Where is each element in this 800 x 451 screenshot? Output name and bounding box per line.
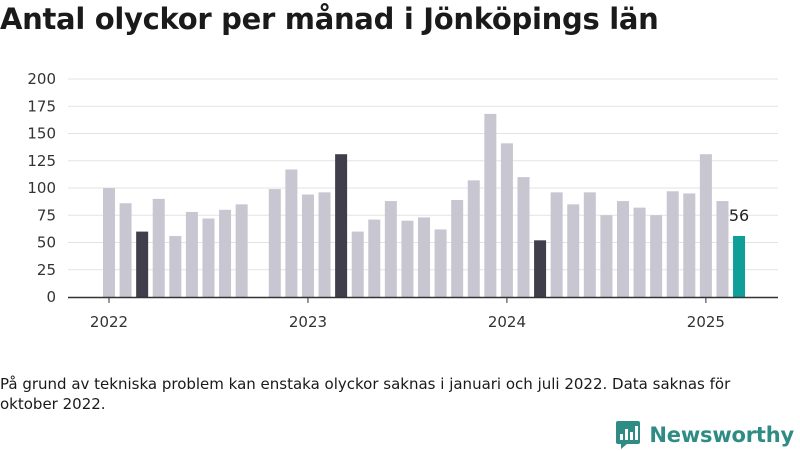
y-tick-label: 100 [27,179,56,197]
y-tick-label: 150 [27,125,56,143]
bar-2024-05 [567,204,580,297]
bar-2022-03 [136,231,149,297]
newsworthy-logo[interactable]: Newsworthy [615,419,794,451]
bar-2023-01 [301,194,314,297]
bar-2023-11 [467,180,480,297]
data-labels: 56 [729,206,749,225]
bar-2024-03 [534,240,547,297]
latest-value-label: 56 [729,206,749,225]
bar-2024-09 [633,207,646,297]
y-tick-label: 125 [27,152,56,170]
footnote: På grund av tekniska problem kan enstaka… [0,375,731,413]
bar-2022-05 [169,235,182,297]
bar-2022-04 [152,198,165,297]
bar-2023-08 [418,217,431,297]
bar-2024-01 [500,143,513,297]
bar-2025-01 [699,154,712,297]
bar-2024-07 [600,215,613,297]
bar-2022-02 [119,203,132,297]
bar-2024-11 [666,191,679,297]
x-axis: 2022 2023 2024 2025 [68,296,778,331]
chart-title: Antal olyckor per månad i Jönköpings län [0,2,659,36]
bar-2023-12 [484,113,497,297]
bar-2022-12 [285,169,298,297]
bar-2023-05 [368,219,381,297]
bar-2024-02 [517,177,530,297]
newsworthy-logo-icon [616,421,641,449]
bar-2024-06 [583,192,596,297]
bar-2023-06 [384,201,397,297]
x-tick-label: 2023 [289,313,327,331]
bar-2024-12 [683,193,696,297]
bar-2023-04 [351,231,364,297]
bar-2023-07 [401,220,414,297]
y-axis-ticks: 0 25 50 75 100 125 150 175 200 [27,70,56,306]
bar-2022-07 [202,218,215,297]
x-tick-label: 2022 [90,313,128,331]
y-tick-label: 200 [27,70,56,88]
bar-2022-11 [268,189,281,297]
bar-2024-10 [650,215,663,297]
bar-2025-03 [733,235,746,297]
brand-name: Newsworthy [649,423,794,447]
bar-2023-09 [434,229,447,297]
bar-2024-04 [550,192,563,297]
y-tick-label: 175 [27,97,56,115]
y-tick-label: 75 [37,206,56,224]
bar-2023-03 [335,154,348,297]
x-tick-label: 2024 [488,313,526,331]
bar-2022-01 [103,188,115,297]
bar-2022-06 [185,211,198,297]
bar-2025-02 [716,201,729,297]
x-tick-label: 2025 [687,313,725,331]
bar-2022-09 [235,204,248,297]
bar-2022-08 [219,209,232,297]
bars [103,113,746,297]
bar-2023-02 [318,192,331,297]
bar-2024-08 [616,201,629,297]
y-tick-label: 25 [37,261,56,279]
y-tick-label: 50 [37,234,56,252]
y-tick-label: 0 [46,288,56,306]
bar-2023-10 [451,199,464,297]
